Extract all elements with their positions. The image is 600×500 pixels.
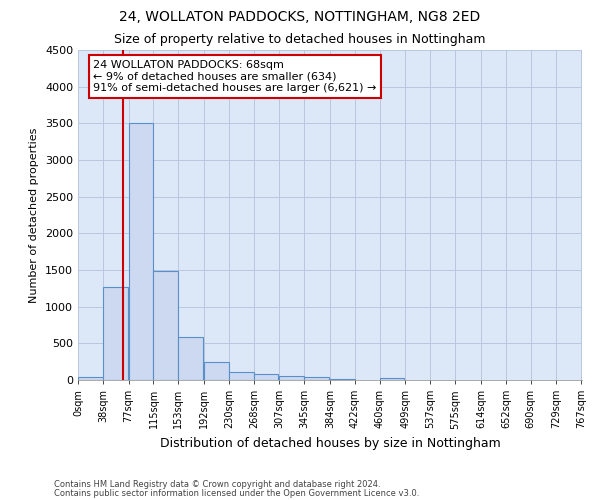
Bar	[204, 362, 229, 380]
Bar	[280, 376, 304, 380]
Text: Contains public sector information licensed under the Open Government Licence v3: Contains public sector information licen…	[54, 488, 419, 498]
Text: Size of property relative to detached houses in Nottingham: Size of property relative to detached ho…	[114, 32, 486, 46]
Text: 24, WOLLATON PADDOCKS, NOTTINGHAM, NG8 2ED: 24, WOLLATON PADDOCKS, NOTTINGHAM, NG8 2…	[119, 10, 481, 24]
Text: Contains HM Land Registry data © Crown copyright and database right 2024.: Contains HM Land Registry data © Crown c…	[54, 480, 380, 489]
Bar	[154, 272, 178, 380]
Text: 24 WOLLATON PADDOCKS: 68sqm
← 9% of detached houses are smaller (634)
91% of sem: 24 WOLLATON PADDOCKS: 68sqm ← 9% of deta…	[93, 60, 376, 93]
Y-axis label: Number of detached properties: Number of detached properties	[29, 128, 40, 302]
Bar	[254, 374, 278, 380]
Bar	[78, 377, 103, 380]
Bar	[304, 376, 329, 380]
Bar	[330, 378, 355, 380]
Bar	[128, 124, 153, 380]
Bar	[178, 338, 203, 380]
Bar	[380, 378, 404, 380]
Bar	[229, 372, 254, 380]
X-axis label: Distribution of detached houses by size in Nottingham: Distribution of detached houses by size …	[160, 437, 500, 450]
Bar	[103, 287, 128, 380]
